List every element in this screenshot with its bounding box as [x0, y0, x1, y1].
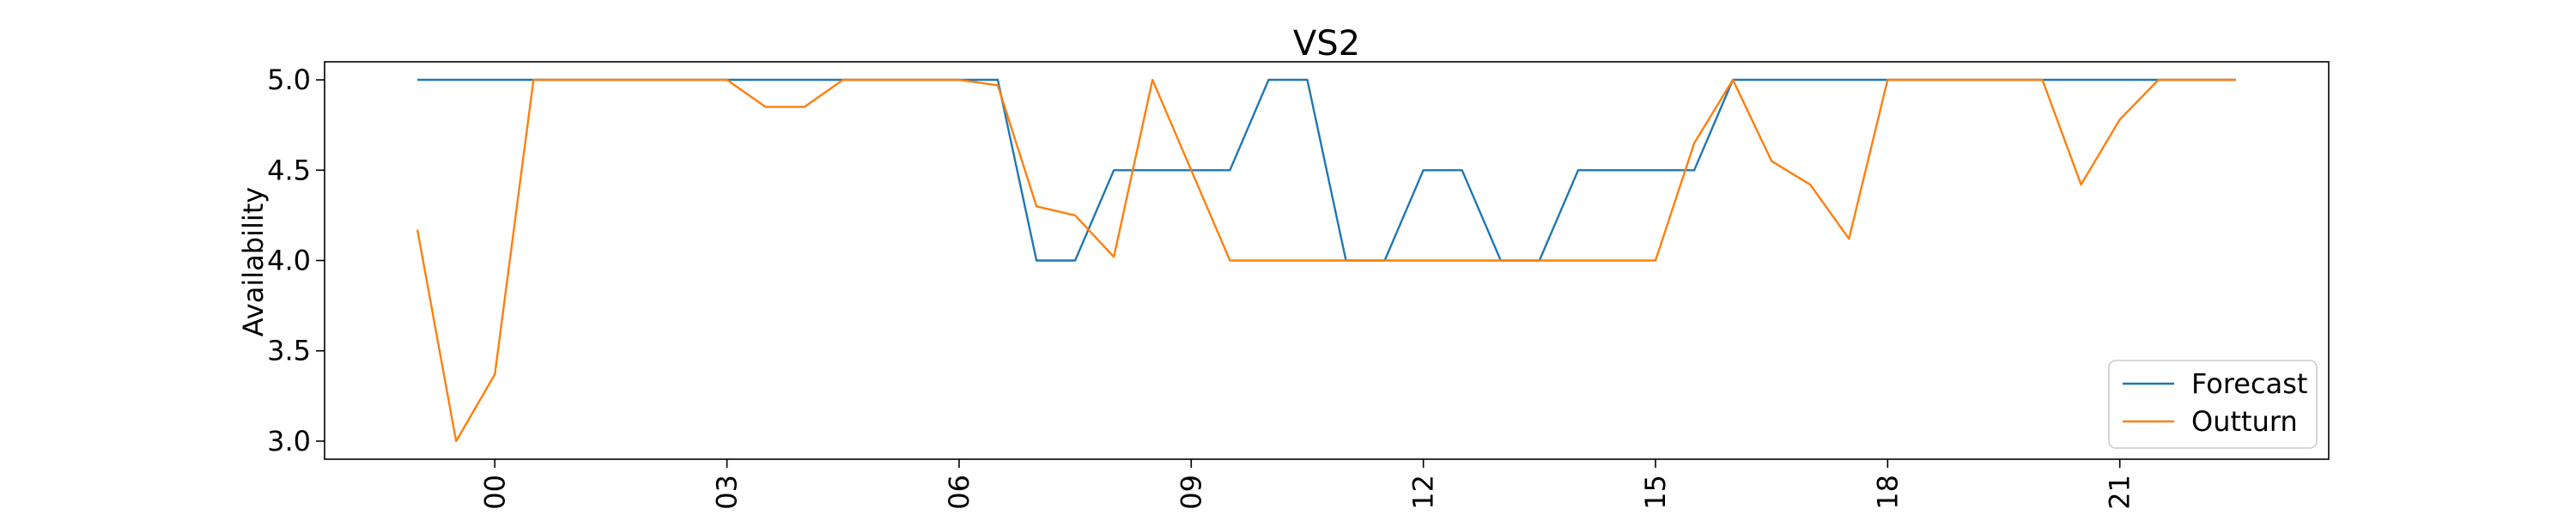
x-tick-label: 3 00 [478, 475, 511, 515]
x-tick-label: 3 18 [1871, 475, 1904, 515]
legend-label-outturn: Outturn [2191, 405, 2298, 438]
x-tick-label: 3 21 [2104, 475, 2136, 515]
y-axis-label: Availability [237, 187, 270, 336]
legend-box [2108, 360, 2318, 449]
y-tick-label: 4.5 [267, 154, 311, 186]
plot-frame [324, 61, 2330, 460]
x-tick-label: 3 12 [1407, 475, 1440, 515]
x-tick-label: 3 15 [1639, 475, 1672, 515]
chart-title: VS2 [1293, 24, 1360, 64]
y-axis-ticks: 3.0 3.5 4.0 4.5 5.0 [267, 64, 325, 457]
y-tick-label: 5.0 [267, 64, 311, 96]
x-tick-label: 3 03 [711, 475, 744, 515]
outturn-series-line [416, 78, 2236, 443]
legend-label-forecast: Forecast [2191, 367, 2307, 400]
legend: Forecast Outturn [2108, 360, 2318, 449]
x-tick-label: 3 09 [1175, 475, 1207, 515]
x-axis-ticks: 3 00 3 03 3 06 3 09 3 12 3 15 3 18 3 21 [478, 459, 2136, 515]
series-layer [416, 78, 2236, 443]
forecast-series-line [417, 78, 2236, 262]
y-tick-label: 4.0 [267, 245, 311, 277]
y-tick-label: 3.5 [267, 335, 311, 367]
x-tick-label: 3 06 [943, 475, 975, 515]
y-tick-label: 3.0 [267, 425, 311, 457]
